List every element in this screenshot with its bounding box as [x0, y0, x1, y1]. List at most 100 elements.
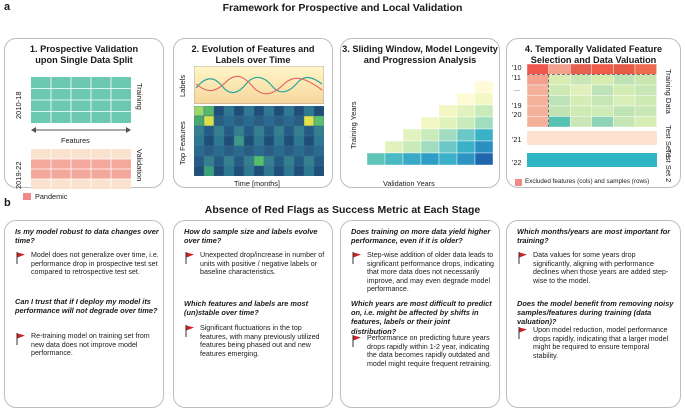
progression-triangle	[366, 80, 494, 166]
heatmap-cell	[313, 145, 324, 157]
training-years-axis-label: Training Years	[349, 101, 358, 149]
valuation-cell	[613, 74, 636, 86]
heatmap-cell	[263, 106, 275, 117]
valuation-cell	[527, 84, 549, 96]
question-1a: Is my model robust to data changes over …	[15, 227, 159, 246]
progression-cell	[402, 152, 422, 166]
heatmap-cell	[233, 135, 245, 147]
progression-cell	[456, 128, 476, 142]
valuation-cell	[634, 64, 657, 75]
valuation-cell	[548, 116, 571, 128]
heatmap-cell	[213, 145, 225, 157]
valuation-cell	[548, 95, 571, 107]
heatmap-cell	[243, 106, 255, 117]
progression-cell	[420, 116, 440, 130]
heatmap-cell	[233, 165, 245, 176]
red-flag-icon	[16, 252, 25, 264]
heatmap-cell	[273, 135, 285, 147]
validation-label: Validation	[135, 149, 144, 182]
question-1b: Can I trust that if I deploy my model it…	[15, 297, 158, 316]
question-3b: Which years are most difficult to predic…	[351, 299, 492, 336]
excluded-legend-label: Excluded features (cols) and samples (ro…	[525, 178, 650, 185]
heatmap-cell	[283, 125, 295, 137]
panel-2-title: 2. Evolution of Features and Labels over…	[191, 44, 315, 65]
heatmap-cell	[313, 115, 324, 127]
heatmap-cell	[194, 106, 205, 117]
valuation-cell	[570, 74, 593, 86]
progression-cell	[456, 140, 476, 154]
heatmap-cell	[293, 115, 305, 127]
valuation-cell	[527, 74, 549, 86]
pandemic-legend-swatch	[23, 193, 31, 200]
valuation-cell	[548, 74, 571, 86]
valuation-cell	[570, 64, 593, 75]
section-a-title: Framework for Prospective and Local Vali…	[222, 2, 463, 14]
heatmap-cell	[263, 125, 275, 137]
valuation-cell	[591, 84, 614, 96]
heatmap-cell	[253, 165, 265, 176]
heatmap-cell	[233, 106, 245, 117]
heatmap-cell	[303, 155, 315, 167]
heatmap-cell	[283, 165, 295, 176]
top-features-axis-label: Top Features	[178, 121, 187, 165]
valuation-cell	[591, 74, 614, 86]
test-set-1-bar	[527, 131, 657, 145]
progression-cell	[366, 152, 386, 166]
valuation-cell	[570, 116, 593, 128]
heatmap-cell	[233, 125, 245, 137]
heatmap-cell	[223, 106, 235, 117]
heatmap-cell	[253, 135, 265, 147]
heatmap-cell	[303, 125, 315, 137]
features-arrow	[31, 127, 131, 133]
valuation-cell	[591, 64, 614, 75]
red-flag-icon	[518, 252, 527, 264]
heatmap-cell	[263, 115, 275, 127]
question-2b: Which features and labels are most (un)s…	[184, 299, 309, 318]
heatmap-cell	[283, 145, 295, 157]
heatmap-cell	[213, 125, 225, 137]
heatmap-cell	[253, 145, 265, 157]
answer-2b: Significant fluctuations in the top feat…	[200, 324, 320, 358]
heatmap-cell	[303, 115, 315, 127]
heatmap-cell	[313, 135, 324, 147]
progression-cell	[438, 104, 458, 118]
heatmap-cell	[313, 155, 324, 167]
heatmap-cell	[203, 165, 215, 176]
heatmap-cell	[213, 135, 225, 147]
heatmap-cell	[263, 135, 275, 147]
red-flag-icon	[352, 252, 361, 264]
heatmap-cell	[194, 155, 205, 167]
question-card-1: Is my model robust to data changes over …	[4, 220, 164, 408]
pandemic-legend-label: Pandemic	[35, 192, 68, 201]
heatmap-cell	[203, 106, 215, 117]
progression-cell	[474, 128, 494, 142]
progression-cell	[474, 140, 494, 154]
panel-1-prospective-validation: 1. Prospective Validation upon Single Da…	[4, 38, 164, 201]
heatmap-cell	[253, 115, 265, 127]
training-data-label: Training Data	[664, 69, 673, 114]
progression-cell	[456, 92, 476, 106]
question-4a: Which months/years are most important fo…	[517, 227, 671, 246]
heatmap-cell	[203, 135, 215, 147]
progression-cell	[420, 128, 440, 142]
valuation-cell	[634, 74, 657, 86]
valuation-cell	[527, 64, 549, 75]
year-ellipsis: ...	[514, 84, 521, 93]
progression-cell	[456, 152, 476, 166]
valuation-cell	[527, 105, 549, 117]
heatmap-cell	[213, 115, 225, 127]
valuation-cell	[613, 84, 636, 96]
year-22: '22	[512, 158, 522, 167]
heatmap-cell	[243, 165, 255, 176]
progression-cell	[474, 104, 494, 118]
progression-cell	[474, 152, 494, 166]
heatmap-cell	[273, 106, 285, 117]
panel-letter-a: a	[4, 1, 11, 13]
heatmap-cell	[303, 106, 315, 117]
valuation-cell	[570, 105, 593, 117]
progression-cell	[420, 152, 440, 166]
panel-2-evolution: 2. Evolution of Features and Labels over…	[173, 38, 333, 188]
heatmap-cell	[273, 125, 285, 137]
progression-cell	[456, 104, 476, 118]
valuation-cell	[634, 105, 657, 117]
